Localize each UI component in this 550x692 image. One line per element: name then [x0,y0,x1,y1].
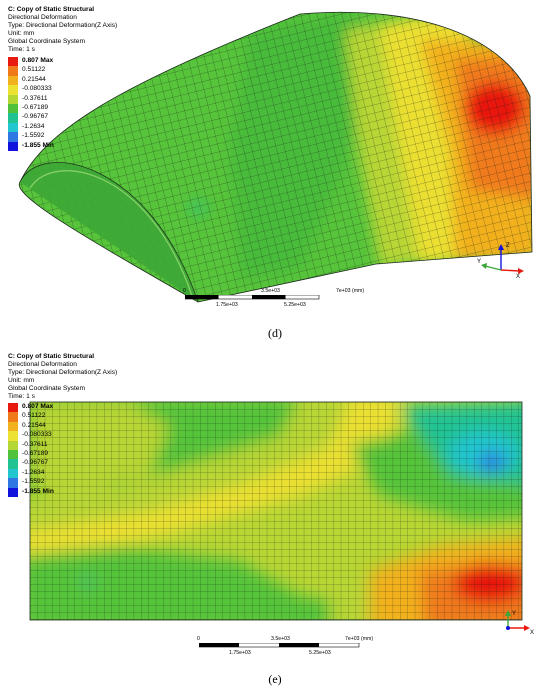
info-block-d: C: Copy of Static Structural Directional… [8,6,117,53]
info-line-d-2: Type: Directional Deformation(Z Axis) [8,21,118,29]
info-line-d-5: Time: 1 s [8,45,35,53]
legend-swatch [8,113,18,123]
legend-label: 0.51122 [22,66,46,74]
legend-label: -0.080333 [22,85,52,93]
y-axis-label: Y [477,259,481,265]
legend-label: -0.96767 [22,113,49,121]
legend-swatch [8,66,18,76]
scale-bar-d: 0 3.5e+03 7e+03 (mm) 1.75e+03 5.25e+03 [183,288,365,314]
legend-swatch [8,468,18,479]
legend-swatch [8,487,18,497]
legend-label: -1.5592 [22,132,45,140]
legend-swatch [8,403,18,413]
legend-swatch [8,421,18,432]
legend-swatch [8,103,18,114]
legend-label: 0.807 Max [22,403,54,410]
info-title-d: C: Copy of Static Structural [8,6,95,13]
legend-swatch [8,412,18,422]
legend-swatch [8,75,18,86]
legend-swatch [8,57,18,67]
coordinate-triad-e: Y X [500,608,540,639]
scale-tick: 5.25e+03 [284,302,306,308]
y-axis-label: Y [512,611,516,617]
figure-label-e: (e) [268,672,282,686]
info-title-e: C: Copy of Static Structural [8,353,95,360]
scale-tick: 1.75e+03 [216,302,238,308]
legend-label: -0.67189 [22,449,49,457]
legend-label: -0.080333 [22,431,52,439]
legend-swatch [8,132,18,142]
scale-tick: 7e+03 (mm) [345,636,374,642]
x-axis-icon [500,269,521,272]
legend-swatch [8,94,18,104]
legend-swatch [8,478,18,488]
panel-d: C: Copy of Static Structural Directional… [8,6,533,340]
legend-label: 0.807 Max [22,57,54,64]
legend-label: -1.855 Min [22,141,54,149]
scale-tick: 0 [183,288,186,294]
panel-e: C: Copy of Static Structural Directional… [0,346,550,692]
legend-swatch [8,440,18,450]
scale-tick: 1.75e+03 [229,650,251,656]
info-line-e-5: Time: 1 s [8,392,35,400]
z-axis-label: Z [506,243,510,249]
legend-label: -1.855 Min [22,487,54,495]
info-line-e-4: Global Coordinate System [8,384,85,392]
legend-swatch [8,449,18,460]
x-axis-label: X [516,274,520,280]
legend-label: -1.2634 [22,122,45,130]
y-axis-icon [484,265,502,271]
info-line-d-4: Global Coordinate System [8,37,85,45]
legend-label: 0.21544 [22,421,46,429]
scale-tick: 3.5e+03 [271,636,290,642]
coordinate-triad-d: Z X Y [476,240,526,285]
legend-label: -0.37611 [22,440,48,448]
figure-label-d: (d) [268,326,282,340]
scale-bar-e: 0 3.5e+03 7e+03 (mm) 1.75e+03 5.25e+03 [197,636,377,662]
legend-swatch [8,431,18,441]
half-cylinder-contour-model [18,11,533,303]
z-axis-icon [506,626,510,630]
legend-label: -1.2634 [22,468,45,476]
legend-swatch [8,85,18,95]
legend-label: -1.5592 [22,478,45,486]
legend-label: -0.67189 [22,103,49,111]
info-line-d-3: Unit: mm [8,29,35,37]
legend-label: 0.21544 [22,75,46,83]
info-line-e-3: Unit: mm [8,376,35,384]
legend-swatch [8,122,18,133]
info-line-e-1: Directional Deformation [8,360,77,368]
legend-swatch [8,459,18,469]
legend-swatch [8,141,18,151]
scale-tick: 0 [197,636,200,642]
legend-label: 0.51122 [22,412,46,420]
flat-panel-contour-model [29,401,523,621]
info-line-e-2: Type: Directional Deformation(Z Axis) [8,368,118,376]
scale-tick: 7e+03 (mm) [336,288,365,294]
scale-tick: 5.25e+03 [309,650,331,656]
scale-tick: 3.5e+03 [261,288,280,294]
info-line-d-1: Directional Deformation [8,13,77,21]
x-axis-label: X [530,630,534,634]
legend-label: -0.96767 [22,459,49,467]
legend-label: -0.37611 [22,94,48,102]
info-block-e: C: Copy of Static Structural Directional… [8,353,117,400]
